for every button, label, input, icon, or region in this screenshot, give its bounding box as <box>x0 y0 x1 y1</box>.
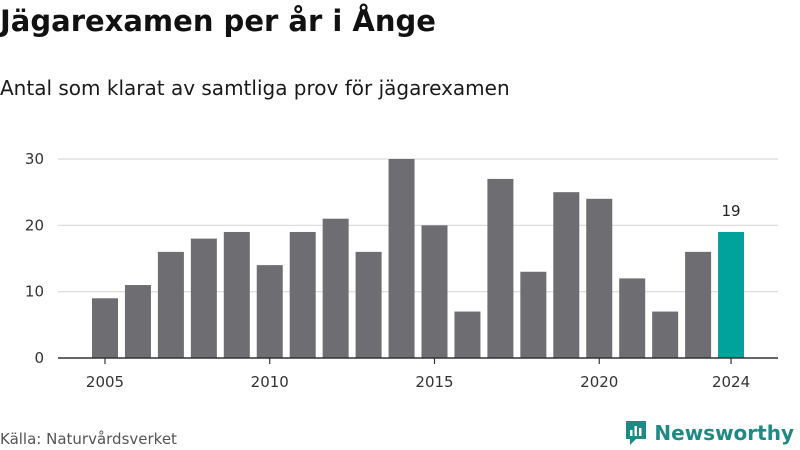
bar <box>388 159 415 358</box>
y-tick-label: 30 <box>25 150 44 168</box>
bar <box>652 311 679 358</box>
y-tick-label: 10 <box>25 283 44 301</box>
y-tick-label: 0 <box>34 349 44 367</box>
bar <box>223 231 250 358</box>
bar <box>619 278 646 358</box>
bar <box>256 265 283 358</box>
x-tick-label: 2020 <box>580 373 618 391</box>
bar <box>553 192 580 358</box>
x-tick-label: 2005 <box>86 373 124 391</box>
bar <box>92 298 118 358</box>
bar <box>421 225 448 358</box>
bar <box>487 178 514 358</box>
y-tick-label: 20 <box>25 216 44 234</box>
x-tick-label: 2015 <box>415 373 453 391</box>
bar <box>355 251 382 358</box>
brand-logo: Newsworthy <box>624 419 794 447</box>
chart-subtitle: Antal som klarat av samtliga prov för jä… <box>0 76 510 100</box>
bar <box>685 251 712 358</box>
bar <box>190 238 217 358</box>
source-note: Källa: Naturvårdsverket <box>0 430 177 448</box>
data-label: 19 <box>722 202 741 220</box>
newsworthy-logo-icon <box>626 421 647 445</box>
bar <box>157 251 184 358</box>
bar <box>124 285 151 358</box>
bar <box>322 218 349 358</box>
bar <box>718 231 745 358</box>
bar <box>520 271 547 358</box>
chart-title: Jägarexamen per år i Ånge <box>0 4 436 38</box>
brand-name: Newsworthy <box>654 421 794 445</box>
bar <box>586 198 613 358</box>
bar <box>289 231 316 358</box>
x-tick-label: 2010 <box>251 373 289 391</box>
x-tick-label: 2024 <box>712 373 750 391</box>
bar <box>454 311 481 358</box>
